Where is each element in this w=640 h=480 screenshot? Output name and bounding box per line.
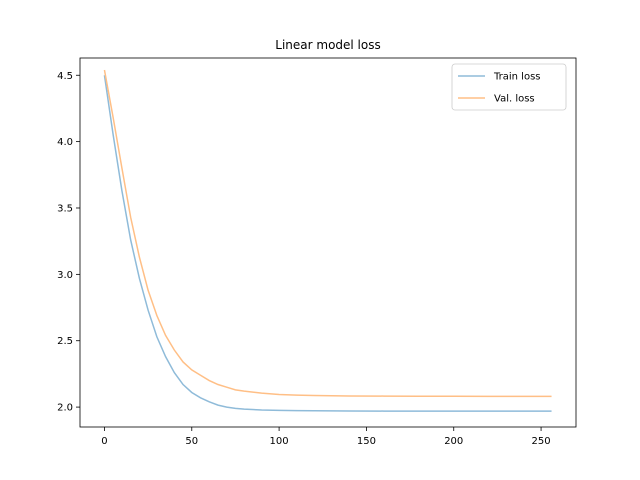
legend-label-0: Train loss bbox=[493, 72, 541, 83]
chart-title: Linear model loss bbox=[275, 38, 380, 52]
x-tick-label: 50 bbox=[185, 436, 198, 447]
series-line-1 bbox=[103, 69, 552, 398]
axes-frame bbox=[79, 57, 577, 428]
y-tick-label: 3.0 bbox=[57, 270, 73, 281]
legend-label-1: Val. loss bbox=[494, 94, 535, 105]
x-tick-label: 250 bbox=[532, 436, 551, 447]
y-tick-label: 2.5 bbox=[57, 336, 73, 347]
y-tick-label: 4.5 bbox=[57, 71, 73, 82]
x-tick-label: 0 bbox=[101, 436, 107, 447]
series-line-0 bbox=[103, 75, 552, 412]
y-tick-label: 4.0 bbox=[57, 137, 73, 148]
x-tick-label: 200 bbox=[444, 436, 463, 447]
x-tick-label: 100 bbox=[270, 436, 289, 447]
legend: Train loss Val. loss bbox=[451, 63, 567, 111]
y-tick-label: 3.5 bbox=[57, 203, 73, 214]
y-tick-label: 2.0 bbox=[57, 403, 73, 414]
x-tick-label: 150 bbox=[357, 436, 376, 447]
x-axis: 0 50 100 150 200 250 bbox=[101, 427, 551, 447]
plot-area bbox=[79, 57, 577, 428]
y-axis: 2.0 2.5 3.0 3.5 4.0 4.5 bbox=[57, 71, 80, 414]
